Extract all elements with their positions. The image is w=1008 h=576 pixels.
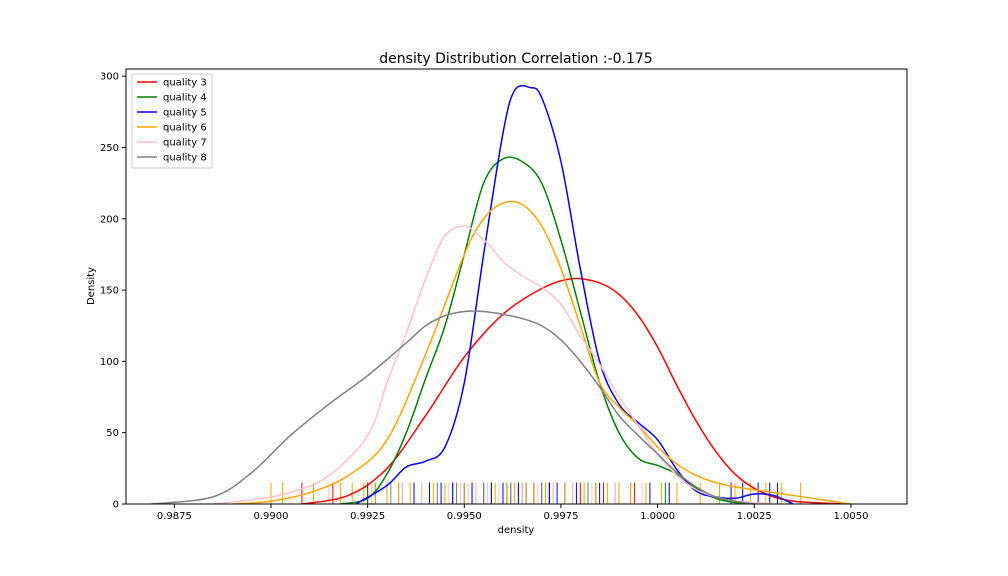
- y-tick-label: 100: [100, 357, 119, 368]
- x-tick-label: 1.0000: [640, 511, 675, 522]
- y-axis-ticks: 0 50 100 150 200 250 300: [100, 72, 126, 511]
- legend-label-quality-3: quality 3: [163, 78, 207, 89]
- curve-quality-3: [301, 277, 844, 504]
- legend-label-quality-6: quality 6: [163, 123, 207, 134]
- x-axis-label: density: [498, 525, 535, 536]
- x-tick-label: 0.9975: [543, 511, 578, 522]
- x-tick-label: 0.9950: [447, 511, 482, 522]
- plot-frame: [125, 68, 908, 505]
- y-tick-label: 50: [106, 428, 119, 439]
- curve-quality-7: [212, 225, 774, 504]
- y-tick-label: 0: [113, 500, 119, 511]
- legend-label-quality-5: quality 5: [163, 108, 207, 119]
- legend-label-quality-7: quality 7: [163, 138, 207, 149]
- y-tick-label: 150: [100, 286, 119, 297]
- x-axis-ticks: 0.9875 0.9900 0.9925 0.9950 0.9975 1.0000 1.00…: [157, 504, 868, 522]
- legend-label-quality-4: quality 4: [163, 93, 207, 104]
- curve-quality-6: [232, 200, 852, 504]
- x-tick-label: 1.0050: [833, 511, 868, 522]
- y-tick-label: 300: [100, 72, 119, 83]
- chart-title: density Distribution Correlation :-0.175: [379, 51, 652, 67]
- curve-quality-5: [355, 84, 794, 504]
- x-tick-label: 0.9875: [157, 511, 192, 522]
- curve-quality-8: [151, 310, 755, 504]
- y-axis-label: Density: [86, 267, 97, 305]
- y-tick-label: 200: [100, 214, 119, 225]
- legend-label-quality-8: quality 8: [163, 153, 207, 164]
- x-tick-label: 1.0025: [737, 511, 772, 522]
- x-tick-label: 0.9925: [350, 511, 385, 522]
- y-tick-label: 250: [100, 143, 119, 154]
- rug-marks: [270, 482, 802, 504]
- density-curves: [151, 84, 852, 504]
- curve-quality-4: [340, 156, 755, 504]
- x-tick-label: 0.9900: [253, 511, 288, 522]
- legend: quality 3 quality 4 quality 5 quality 6 qual…: [131, 73, 213, 169]
